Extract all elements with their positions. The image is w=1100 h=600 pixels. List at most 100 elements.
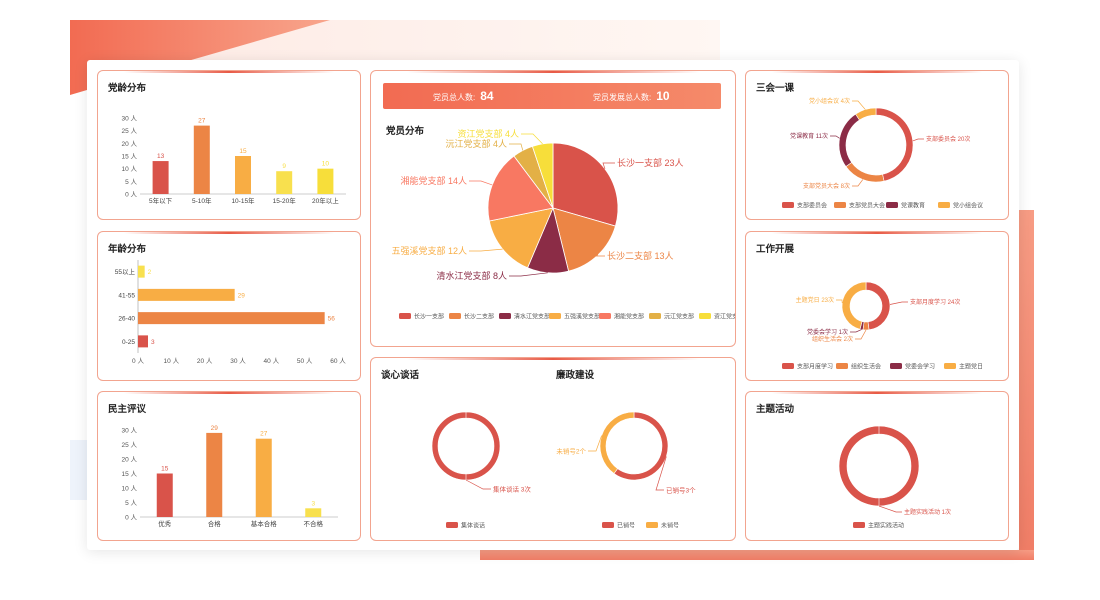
developed-members-value: 10 <box>656 89 670 103</box>
label-leader-line <box>469 248 503 252</box>
bar <box>138 265 145 278</box>
slice-label: 五强溪党支部 12人 <box>391 245 467 256</box>
slice-label: 主题党日 23次 <box>796 296 834 304</box>
label-leader-line <box>509 272 548 277</box>
bar <box>152 161 169 194</box>
age-bar-chart: 0 人 10 人 20 人 30 人 40 人 50 人 60 人 3 0-25 56 26-40 2… <box>115 260 346 365</box>
y-tick-label: 55以上 <box>115 267 136 276</box>
card-talk-integrity: 谈心谈话 廉政建设 集体谈话 3次 集体谈话 已销号3个 未销号2个 已销号 未销号 <box>370 357 736 541</box>
slice-label: 已销号3个 <box>666 485 696 494</box>
legend-label: 支部月度学习 <box>797 363 833 371</box>
slice <box>599 411 635 474</box>
x-tick-label: 15-20年 <box>273 196 297 205</box>
y-tick-label: 20 人 <box>121 140 137 148</box>
legend-swatch <box>782 202 794 208</box>
legend-label: 长沙二支部 <box>464 313 494 321</box>
data-label: 15 <box>161 466 169 473</box>
data-label: 56 <box>328 316 336 323</box>
legend-swatch <box>649 313 661 319</box>
y-tick-label: 20 人 <box>121 456 137 464</box>
bar <box>206 432 223 517</box>
legend-label: 支部党员大会 <box>849 202 885 210</box>
data-label: 9 <box>282 163 286 170</box>
y-tick-label: 10 人 <box>121 165 137 173</box>
label-leader-line <box>602 162 615 170</box>
slice-label: 集体谈话 3次 <box>493 484 531 493</box>
label-leader-line <box>912 138 924 142</box>
bar <box>317 168 334 194</box>
legend-swatch <box>599 313 611 319</box>
card-title: 三会一课 <box>756 83 795 94</box>
slice-label: 主题实践活动 1次 <box>904 508 951 516</box>
card-title: 年龄分布 <box>108 244 147 255</box>
legend-swatch <box>449 313 461 319</box>
x-tick-label: 30 人 <box>230 357 246 365</box>
data-label: 27 <box>260 431 268 438</box>
legend-swatch <box>699 313 711 319</box>
label-leader-line <box>855 329 867 340</box>
y-tick-label: 25 人 <box>121 441 137 449</box>
card-democratic: 民主评议 0 人 5 人 10 人 15 人 20 人 25 人 30 人 15 优秀 29 合格 2… <box>97 391 361 541</box>
slice <box>838 425 920 507</box>
x-tick-label: 60 人 <box>330 357 346 365</box>
x-tick-label: 合格 <box>208 519 222 528</box>
legend-swatch <box>602 522 614 528</box>
data-label: 3 <box>311 500 315 507</box>
bar <box>235 156 251 194</box>
x-tick-label: 不合格 <box>304 519 324 528</box>
x-tick-label: 5-10年 <box>192 196 212 205</box>
y-tick-label: 30 人 <box>121 115 137 123</box>
y-tick-label: 41-55 <box>118 292 135 299</box>
x-tick-label: 优秀 <box>158 519 172 528</box>
data-label: 3 <box>151 339 155 346</box>
legend-label: 集体谈话 <box>461 522 485 530</box>
slice-label: 长沙一支部 23人 <box>617 157 684 168</box>
legend-swatch <box>938 202 950 208</box>
label-leader-line <box>655 456 667 491</box>
legend-swatch <box>944 363 956 369</box>
data-label: 27 <box>198 118 206 125</box>
legend-label: 组织生活会 <box>851 363 881 371</box>
legend-swatch <box>446 522 458 528</box>
bar <box>138 288 235 301</box>
card-theme: 主题活动 主题实践活动 1次 主题实践活动 <box>745 391 1009 541</box>
card-meetings: 三会一课 支部委员会 20次 支部党员大会 8次 党课教育 11次 党小组会议 4次支… <box>745 70 1009 220</box>
y-tick-label: 0 人 <box>125 191 137 199</box>
slice-label: 支部委员会 20次 <box>926 135 970 143</box>
label-leader-line <box>830 135 840 139</box>
slice <box>855 107 877 121</box>
slice <box>875 107 914 182</box>
y-tick-label: 10 人 <box>121 485 137 493</box>
legend-label: 沅江党支部 <box>664 313 694 321</box>
card-work: 工作开展 支部月度学习 24次 组织生活会 2次 党委会学习 1次 主题党日 23次支… <box>745 231 1009 381</box>
slice <box>865 281 891 331</box>
total-members-stat: 党员总人数: 84 <box>433 83 494 109</box>
y-tick-label: 15 人 <box>121 470 137 478</box>
bar <box>276 171 293 194</box>
label-leader-line <box>521 133 543 145</box>
data-label: 29 <box>238 292 246 299</box>
y-tick-label: 0 人 <box>125 514 137 522</box>
x-tick-label: 10-15年 <box>231 196 255 205</box>
label-leader-line <box>836 299 843 304</box>
label-leader-line <box>852 179 864 187</box>
legend-label: 党小组会议 <box>953 202 983 210</box>
x-tick-label: 5年以下 <box>149 196 173 205</box>
legend-label: 资江党支部 <box>714 313 736 321</box>
slice <box>845 162 885 183</box>
legend-label: 支部委员会 <box>797 202 827 210</box>
data-label: 10 <box>322 161 330 168</box>
data-label: 2 <box>148 269 152 276</box>
legend-label: 长沙一支部 <box>414 313 444 321</box>
y-tick-label: 15 人 <box>121 153 137 161</box>
slice-label: 未销号2个 <box>556 446 586 455</box>
label-leader-line <box>592 254 605 257</box>
legend-label: 湘能党支部 <box>614 313 644 321</box>
slice <box>531 142 554 209</box>
label-leader-line <box>469 180 493 186</box>
